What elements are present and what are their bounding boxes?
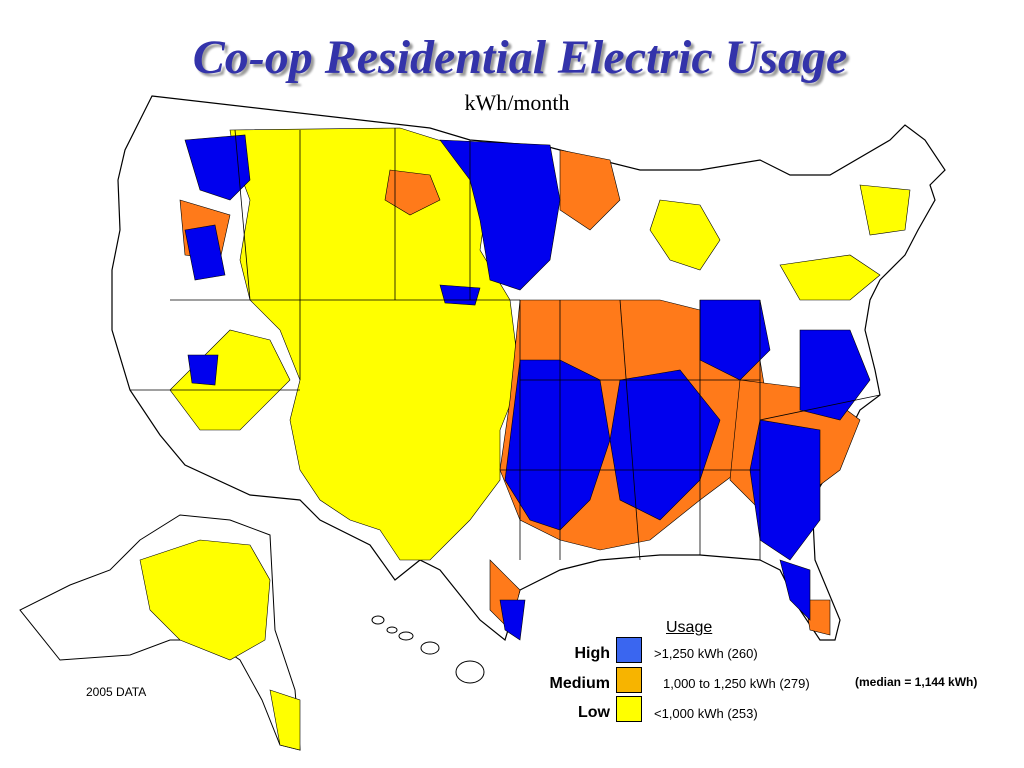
median-note: (median = 1,144 kWh) bbox=[855, 675, 978, 689]
usage-region-medium-10 bbox=[384, 169, 441, 216]
legend-swatch-low bbox=[616, 696, 642, 722]
usage-region-low-3 bbox=[649, 199, 721, 271]
legend-range-medium: 1,000 to 1,250 kWh (279) bbox=[663, 676, 810, 691]
usage-region-high-20 bbox=[779, 559, 811, 621]
legend-title: Usage bbox=[666, 619, 713, 636]
legend-label-low: Low bbox=[578, 704, 610, 721]
data-year-note: 2005 DATA bbox=[86, 685, 147, 699]
hawaii-island-0 bbox=[371, 615, 385, 625]
usage-region-high-23 bbox=[187, 354, 219, 386]
usage-region-high-16 bbox=[609, 369, 721, 521]
hawaii-island-1 bbox=[386, 626, 398, 634]
hawaii-island-2 bbox=[398, 631, 414, 641]
legend-swatch-medium bbox=[616, 667, 642, 693]
coop-regions bbox=[139, 127, 911, 751]
usage-region-high-22 bbox=[184, 224, 226, 281]
usage-region-high-15 bbox=[504, 359, 611, 531]
usage-region-low-4 bbox=[779, 254, 881, 301]
map-title: Co-op Residential Electric Usage bbox=[192, 31, 848, 84]
legend-label-high: High bbox=[574, 645, 610, 662]
state-borders bbox=[130, 128, 881, 561]
map-subtitle: kWh/month bbox=[464, 90, 570, 115]
usage-region-low-2 bbox=[139, 539, 271, 661]
state-border-0 bbox=[234, 129, 251, 301]
legend-range-high: >1,250 kWh (260) bbox=[654, 646, 758, 661]
usage-region-low-6 bbox=[269, 689, 301, 751]
usage-region-low-0 bbox=[229, 127, 521, 561]
usage-region-low-5 bbox=[859, 184, 911, 236]
hawaii-island-3 bbox=[420, 641, 440, 655]
usage-region-high-24 bbox=[439, 284, 481, 306]
state-border-7 bbox=[619, 299, 641, 561]
usage-region-medium-13 bbox=[804, 599, 831, 636]
hawaii-island-4 bbox=[455, 660, 485, 684]
legend-range-low: <1,000 kWh (253) bbox=[654, 706, 758, 721]
legend-label-medium: Medium bbox=[549, 675, 610, 692]
legend-swatch-high bbox=[616, 637, 642, 663]
usage-region-high-25 bbox=[499, 599, 526, 641]
usage-region-low-1 bbox=[169, 329, 291, 431]
state-border-14 bbox=[759, 394, 881, 421]
